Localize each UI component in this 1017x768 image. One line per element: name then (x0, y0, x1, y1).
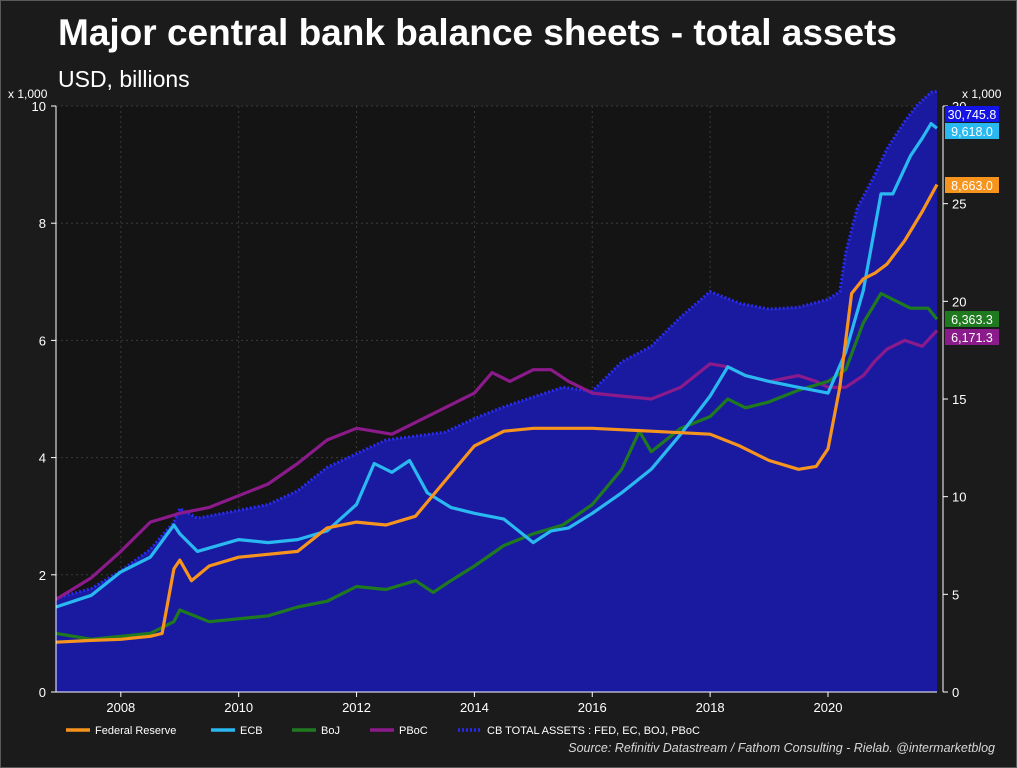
left-tick-label: 2 (39, 568, 46, 583)
legend-item-cb-total-assets-fed-ec-boj-pboc: CB TOTAL ASSETS : FED, EC, BOJ, PBoC (458, 725, 700, 737)
series-line-federal-reserve (55, 183, 939, 644)
right-tick-label: 25 (952, 197, 966, 212)
end-label-text: 30,745.8 (948, 108, 997, 122)
left-tick-label: 10 (32, 99, 46, 114)
right-tick-label: 10 (952, 490, 966, 505)
x-tick-label: 2018 (696, 700, 725, 715)
x-tick-label: 2016 (578, 700, 607, 715)
end-label-text: 8,663.0 (951, 179, 993, 193)
legend-item-pboc: PBoC (370, 725, 428, 737)
end-label-pboc: 6,171.3 (945, 329, 999, 345)
legend-item-federal-reserve: Federal Reserve (66, 725, 176, 737)
right-tick-label: 20 (952, 294, 966, 309)
legend-label: ECB (240, 725, 263, 737)
left-tick-label: 8 (39, 216, 46, 231)
x-tick-label: 2008 (106, 700, 135, 715)
right-tick-label: 5 (952, 587, 959, 602)
legend-label: Federal Reserve (95, 725, 176, 737)
source-note: Source: Refinitiv Datastream / Fathom Co… (568, 741, 995, 755)
x-tick-label: 2012 (342, 700, 371, 715)
left-tick-label: 4 (39, 451, 46, 466)
x-tick-label: 2010 (224, 700, 253, 715)
series-line-ecb (55, 122, 938, 609)
chart-subtitle: USD, billions (58, 66, 190, 92)
x-tick-label: 2020 (814, 700, 843, 715)
end-label-ecb: 9,618.0 (945, 123, 999, 139)
legend-item-ecb: ECB (211, 725, 263, 737)
end-label-box (945, 177, 999, 193)
legend-label: CB TOTAL ASSETS : FED, EC, BOJ, PBoC (487, 725, 700, 737)
right-tick-label: 15 (952, 392, 966, 407)
end-label-text: 6,171.3 (951, 331, 993, 345)
right-axis-unit: x 1,000 (962, 87, 1002, 101)
legend-item-boj: BoJ (292, 725, 340, 737)
end-label-cb-total-assets-fed-ec-boj-pboc: 30,745.8 (945, 106, 999, 122)
end-label-box (945, 311, 999, 327)
left-tick-label: 0 (39, 685, 46, 700)
end-label-box (945, 123, 999, 139)
left-tick-label: 6 (39, 333, 46, 348)
end-label-box (945, 329, 999, 345)
end-label-text: 6,363.3 (951, 313, 993, 327)
chart-title: Major central bank balance sheets - tota… (58, 12, 897, 53)
end-label-text: 9,618.0 (951, 125, 993, 139)
end-label-federal-reserve: 8,663.0 (945, 177, 999, 193)
left-axis-unit: x 1,000 (8, 87, 48, 101)
legend-label: PBoC (399, 725, 428, 737)
right-tick-label: 0 (952, 685, 959, 700)
end-label-boj: 6,363.3 (945, 311, 999, 327)
x-tick-label: 2014 (460, 700, 489, 715)
legend-label: BoJ (321, 725, 340, 737)
end-label-box (945, 106, 999, 122)
